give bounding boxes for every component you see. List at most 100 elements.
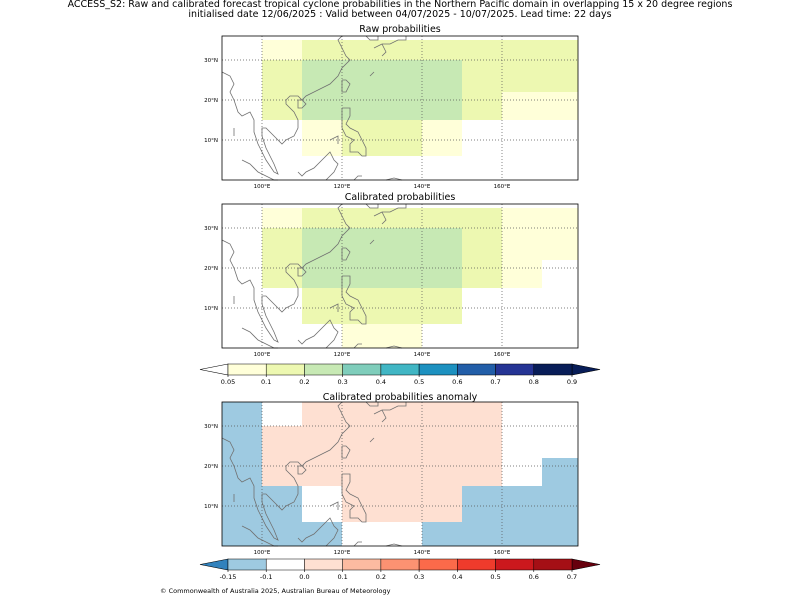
- probability-cell: [462, 426, 502, 486]
- probability-cell: [222, 402, 262, 546]
- x-tick-label: 160°E: [494, 184, 511, 190]
- colorbar-segment: [418, 558, 458, 571]
- coastline: [353, 175, 362, 181]
- x-tick-label: 140°E: [414, 352, 431, 358]
- colorbar-segment: [380, 363, 420, 376]
- probability-cell: [502, 208, 578, 228]
- y-tick-label: 20°N: [204, 266, 218, 272]
- coastline: [381, 43, 387, 57]
- map-frame: [221, 203, 579, 349]
- probability-cell: [342, 120, 422, 156]
- probability-cell: [462, 402, 502, 426]
- colorbar-segment: [265, 363, 305, 376]
- colorbar-tick-label: 0.7: [567, 573, 577, 581]
- probability-cell: [542, 426, 578, 458]
- coastline: [385, 177, 403, 181]
- colorbar-tick-label: 0.3: [337, 378, 347, 386]
- y-tick-label: 10°N: [204, 504, 218, 510]
- colorbar-segment: [227, 558, 267, 571]
- coastline: [329, 303, 339, 312]
- x-tick-label: 140°E: [414, 184, 431, 190]
- probability-cell: [502, 402, 578, 426]
- coastline: [385, 543, 403, 547]
- coastline: [221, 401, 351, 541]
- coastline: [369, 437, 375, 443]
- map-frame: [221, 35, 579, 181]
- coastline: [329, 501, 339, 510]
- y-tick-label: 10°N: [204, 138, 218, 144]
- colorbar-tick-label: 0.6: [529, 573, 539, 581]
- probability-cell: [302, 228, 462, 288]
- probability-cell: [262, 402, 302, 426]
- x-tick-label: 120°E: [334, 550, 351, 556]
- y-tick-label: 20°N: [204, 98, 218, 104]
- coastline: [381, 409, 387, 423]
- coastline: [297, 517, 339, 547]
- coastline: [297, 99, 307, 109]
- probability-cell: [422, 120, 462, 156]
- colorbar-tick-label: 0.05: [221, 378, 235, 386]
- coastline: [221, 203, 351, 343]
- map-frame: [221, 401, 579, 547]
- coastline: [381, 211, 387, 225]
- colorbar-segment: [304, 363, 343, 376]
- colorbar-tick-label: 0.7: [490, 378, 500, 386]
- colorbar-tick-label: 0.1: [337, 573, 347, 581]
- colorbar-over-extension: [571, 363, 601, 376]
- coastline: [369, 71, 375, 77]
- figure-title-line2: initialised date 12/06/2025 : Valid betw…: [188, 9, 612, 20]
- x-tick-label: 120°E: [334, 352, 351, 358]
- coastline: [341, 473, 367, 523]
- probability-cell: [502, 60, 578, 92]
- probability-cell: [262, 228, 302, 288]
- probability-cell: [262, 486, 302, 546]
- probability-cell: [302, 486, 342, 522]
- probability-cell: [462, 208, 502, 228]
- x-tick-label: 120°E: [334, 184, 351, 190]
- coastline: [353, 541, 362, 547]
- x-tick-label: 140°E: [414, 550, 431, 556]
- x-tick-label: 160°E: [494, 352, 511, 358]
- colorbar-probability: 0.05 0.1 0.2 0.3 0.4 0.5 0.6 0.7 0.8 0.9: [199, 363, 601, 386]
- x-tick-label: 160°E: [494, 550, 511, 556]
- colorbar-tick-label: 0.4: [452, 573, 462, 581]
- probability-cell: [302, 120, 342, 156]
- coastline: [373, 402, 407, 415]
- map-panel-3: 100°E 120°E 140°E 160°E 10°N 20°N 30°N: [204, 401, 579, 556]
- probability-cell: [502, 426, 542, 486]
- panel-title-calibrated: Calibrated probabilities: [344, 192, 456, 203]
- colorbar-tick-label: 0.3: [414, 573, 424, 581]
- y-tick-label: 30°N: [204, 58, 218, 64]
- colorbar-tick-label: 0.2: [376, 573, 386, 581]
- x-tick-label: 100°E: [254, 184, 271, 190]
- probability-cell: [262, 40, 302, 60]
- probability-cell: [462, 228, 502, 288]
- coastline: [297, 267, 307, 277]
- probability-cell: [342, 522, 422, 546]
- coastline: [341, 107, 367, 157]
- coastline: [329, 135, 339, 144]
- copyright-footer: © Commonwealth of Australia 2025, Austra…: [160, 587, 391, 595]
- colorbar-segment: [457, 363, 496, 376]
- probability-cell: [302, 60, 462, 120]
- colorbar-tick-label: 0.4: [376, 378, 386, 386]
- colorbar-tick-label: 0.1: [261, 378, 271, 386]
- coastline: [369, 239, 375, 245]
- probability-cell: [542, 458, 578, 486]
- probability-cell: [342, 486, 462, 522]
- colorbar-tick-label: -0.15: [220, 573, 237, 581]
- colorbar-tick-label: -0.1: [260, 573, 273, 581]
- coastline: [365, 203, 379, 209]
- y-tick-label: 20°N: [204, 464, 218, 470]
- probability-cell: [342, 324, 422, 348]
- coastline: [297, 465, 307, 475]
- probability-cell: [462, 60, 502, 120]
- colorbar-segment: [457, 558, 496, 571]
- colorbar-segment: [227, 363, 267, 376]
- y-tick-label: 10°N: [204, 306, 218, 312]
- probability-cell: [302, 40, 462, 60]
- coastline: [365, 35, 379, 41]
- coastline: [353, 343, 362, 349]
- coastline: [221, 35, 351, 175]
